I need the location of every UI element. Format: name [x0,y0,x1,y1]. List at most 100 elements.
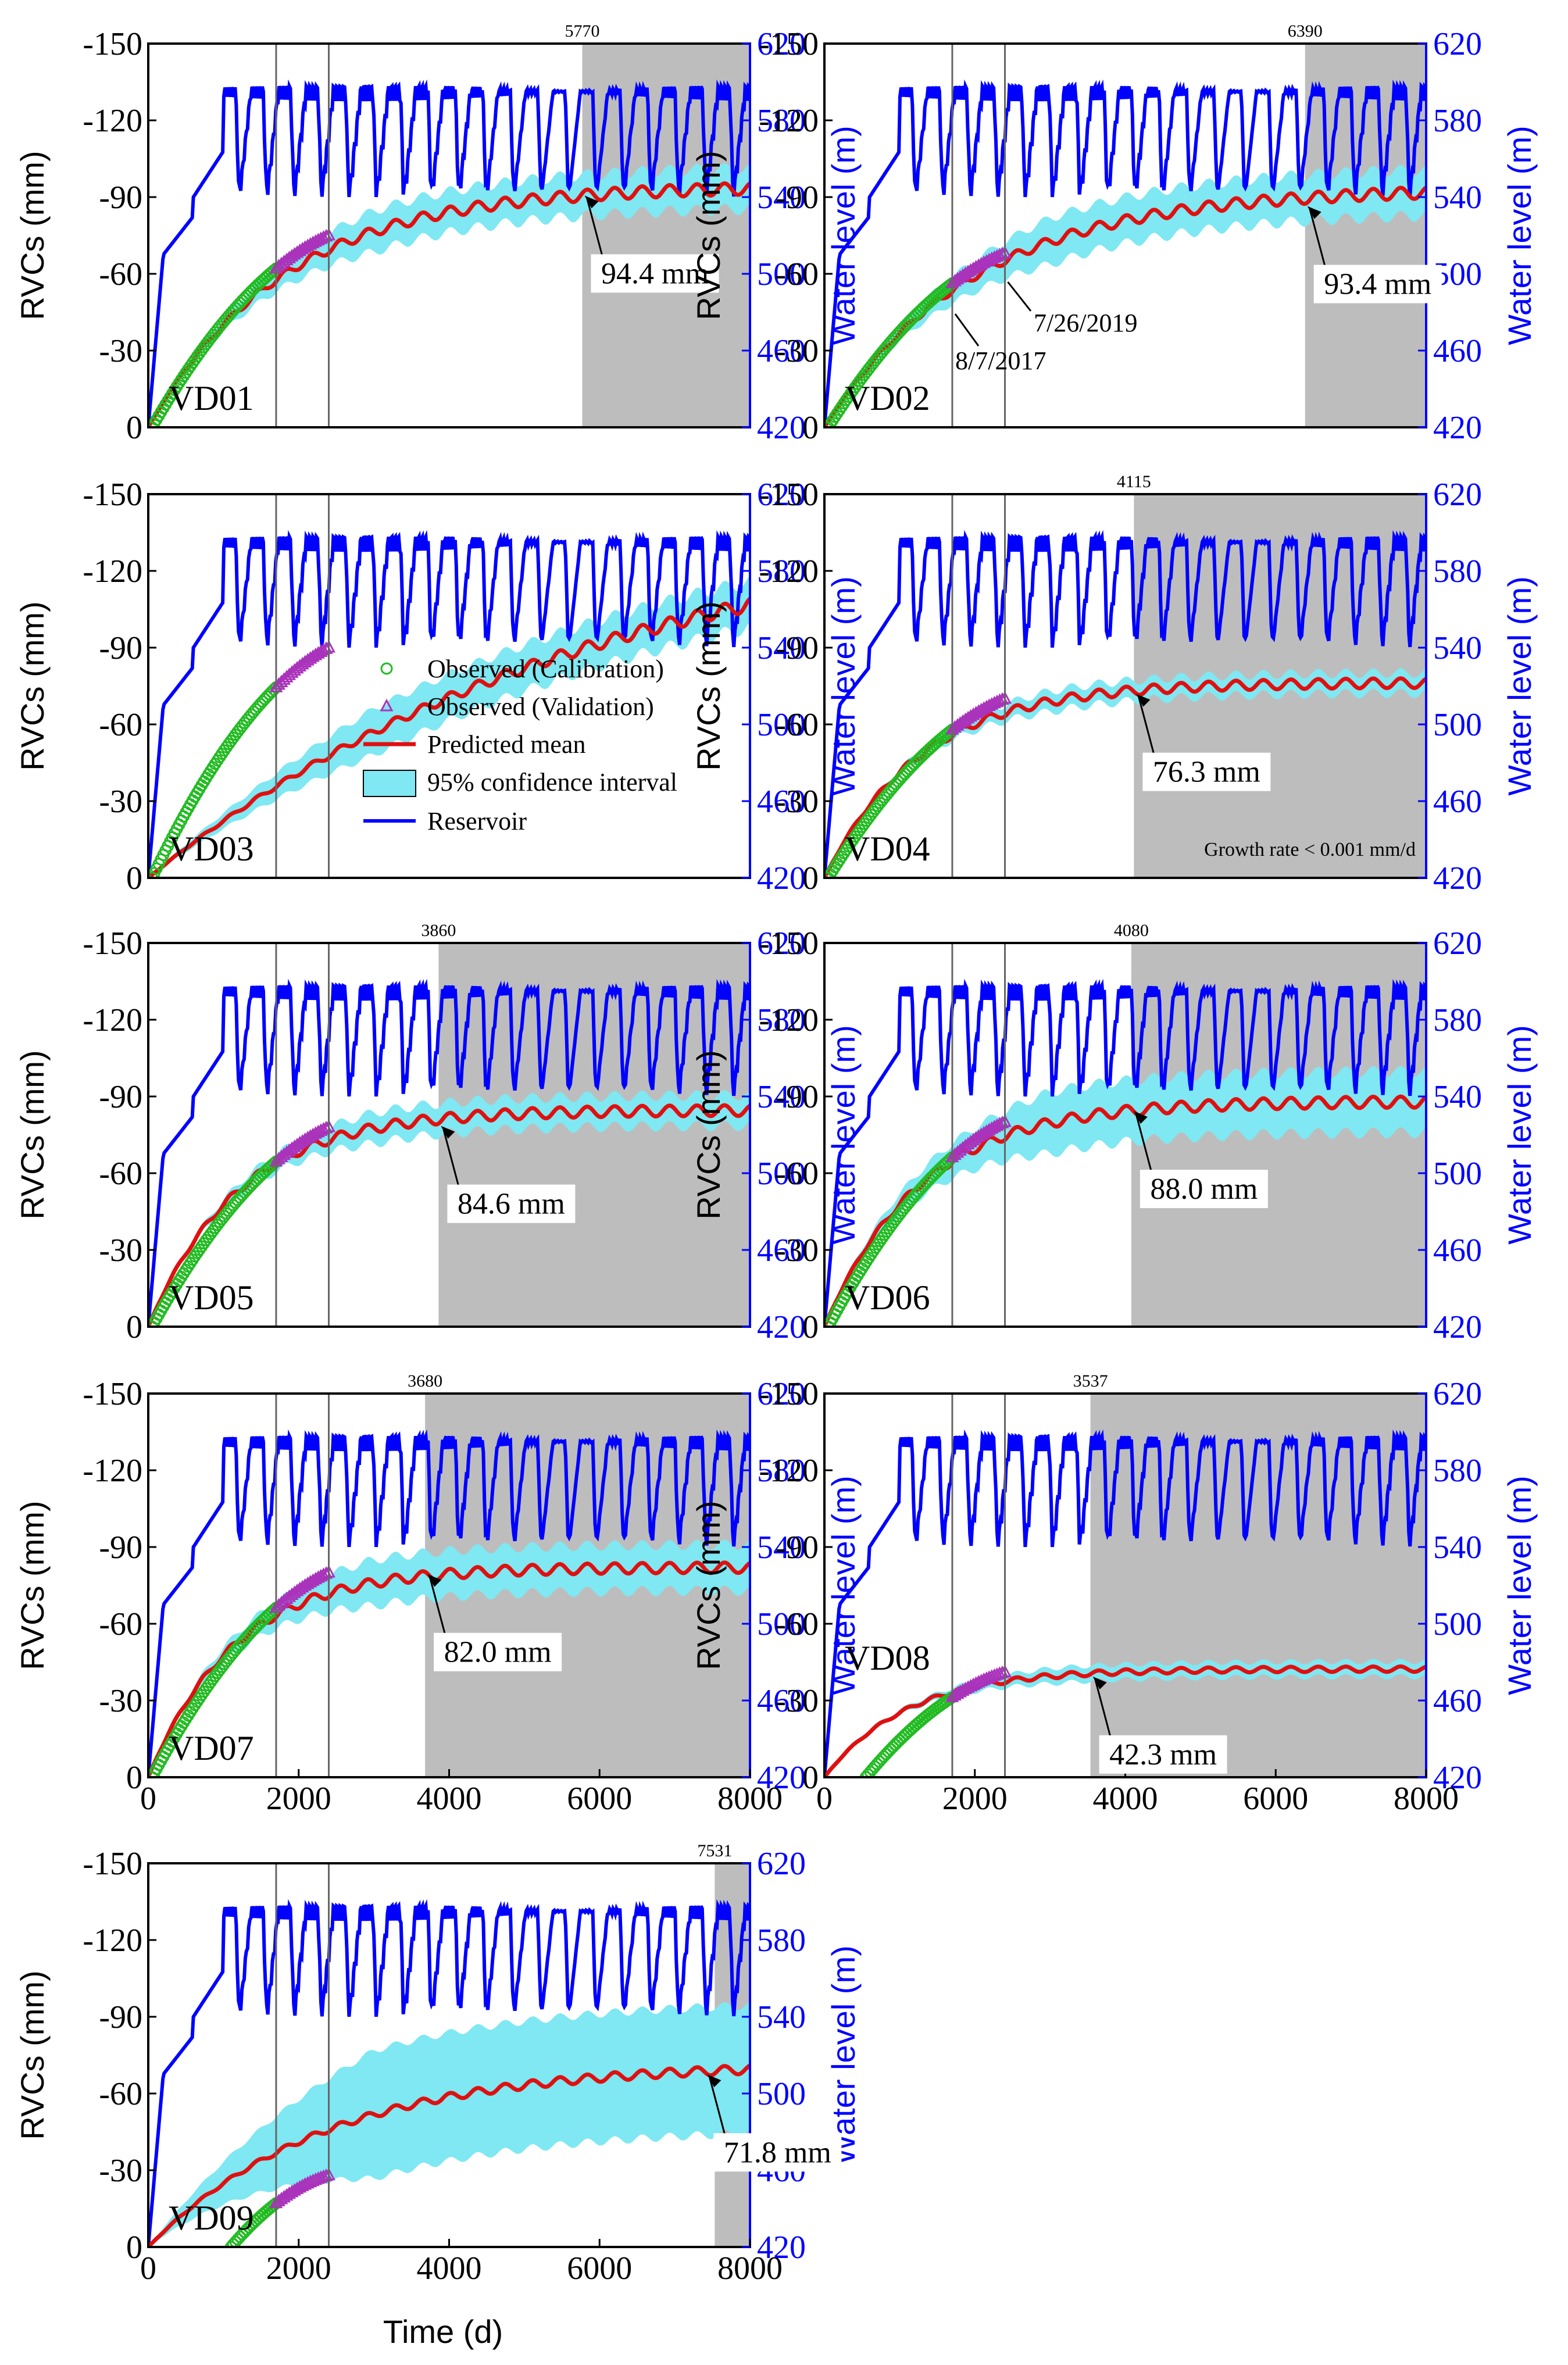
left-tick-label: -150 [83,926,142,962]
reservoir-line [148,530,750,878]
right-tick-label: 420 [757,1309,806,1345]
annotation-arrowhead [1092,1676,1107,1689]
legend-calibration-label: Observed (Calibration) [427,655,664,683]
x-tick-label: 6000 [567,2250,632,2287]
right-axis-label: Water level (m) [1501,1476,1538,1695]
right-tick-label: 540 [1433,180,1482,216]
panel-label: VD04 [845,830,930,868]
annotation-arrowhead [1133,1111,1148,1124]
right-tick-label: 500 [1433,1606,1482,1642]
x-tick-label: 2000 [266,1781,331,1817]
observed-validation-point [280,1145,294,1158]
left-tick-label: -30 [775,1683,819,1719]
right-tick-label: 620 [1433,926,1482,962]
observed-validation-point [985,1669,999,1682]
panel-label: VD09 [169,2199,254,2237]
right-tick-label: 420 [1433,410,1482,446]
left-tick-label: -120 [83,553,142,590]
x-tick-label: 0 [140,1781,156,1817]
final-value-label: 94.4 mm [601,257,709,290]
right-tick-label: 420 [1433,860,1482,896]
left-tick-label: -30 [99,784,142,820]
left-tick-label: 0 [126,410,142,446]
observed-validation-point [959,1138,973,1152]
left-tick-label: 0 [802,860,819,896]
legend-validation-marker [380,698,394,712]
left-tick-label: -90 [775,1530,819,1566]
annotation-arrowhead [707,2074,722,2088]
left-tick-label: -120 [759,1002,819,1038]
left-axis-label: RVCs (mm) [14,601,51,770]
left-axis-label: RVCs (mm) [14,1050,51,1219]
x-tick-label: 6000 [1243,1781,1308,1817]
left-tick-label: -90 [775,1079,819,1115]
final-value-label: 71.8 mm [724,2136,831,2169]
right-tick-label: 620 [1433,477,1482,513]
left-axis-label: RVCs (mm) [690,1501,727,1670]
stabilization-region [1090,1394,1426,1777]
right-tick-label: 540 [757,630,806,666]
plot-area [824,44,1426,427]
left-tick-label: -150 [83,1846,142,1882]
left-tick-label: -120 [759,103,819,139]
x-axis-label: Time (d) [383,2313,503,2350]
confidence-band [148,1539,750,1777]
left-tick-label: -150 [83,477,142,513]
observed-validation-point [992,693,1006,706]
left-tick-label: -120 [83,1002,142,1038]
annotation-arrowhead [441,1126,455,1139]
annotation-arrow [708,2076,726,2137]
panel-vd02: 0 -30 -60 -90 -120 -150 420 460 500 540 580 620 RVCs… [690,22,1538,446]
observed-validation-point [992,1117,1006,1130]
right-tick-label: 500 [757,2076,806,2112]
left-tick-label: -60 [775,1156,819,1192]
annotation-bg [1140,1170,1268,1209]
panel-label: VD05 [169,1278,254,1317]
plot-area [824,494,1426,878]
date-arrow-2017 [954,313,980,346]
panel-label: VD06 [845,1278,930,1317]
legend-reservoir-label: Reservoir [427,807,527,835]
right-tick-label: 420 [757,410,806,446]
left-axis-label: RVCs (mm) [690,1050,727,1219]
right-tick-label: 540 [1433,1530,1482,1566]
x-tick-label: 0 [816,1781,833,1817]
x-tick-label: 8000 [717,2250,783,2287]
right-tick-label: 620 [757,477,806,513]
observed-validation-point [283,1589,297,1602]
panel-vd07: 0 -30 -60 -90 -120 -150 420 460 500 540 580 620 0 200… [14,1371,862,1817]
left-tick-label: -120 [83,103,142,139]
observed-validation-point [309,2172,323,2185]
panel-vd03: 0 -30 -60 -90 -120 -150 420 460 500 540 580 620 RVCs… [14,477,862,896]
right-tick-label: 580 [1433,553,1482,590]
annotation-arrow [586,198,603,258]
right-tick-label: 580 [757,1923,806,1959]
right-tick-label: 620 [1433,1376,1482,1412]
plot-area [148,494,750,878]
right-tick-label: 420 [757,860,806,896]
right-tick-label: 540 [1433,630,1482,666]
panel-vd08: 0 -30 -60 -90 -120 -150 420 460 500 540 580 620 0 200… [690,1371,1538,1817]
annotation-bg [434,1632,562,1671]
right-axis-label: Water level (m) [825,1945,862,2165]
left-tick-label: -30 [99,333,142,369]
left-tick-label: -150 [83,26,142,62]
stabilization-day-label: 4115 [1117,472,1151,491]
left-axis-label: RVCs (mm) [14,1501,51,1670]
left-tick-label: 0 [802,410,819,446]
final-value-label: 93.4 mm [1324,268,1431,301]
observed-validation-point [306,2173,320,2187]
observed-points [148,640,335,878]
left-tick-label: -150 [759,1376,819,1412]
stabilization-day-label: 6390 [1288,22,1323,41]
left-axis-label: RVCs (mm) [14,1970,51,2139]
final-value-label: 42.3 mm [1109,1738,1217,1771]
observed-validation-point [992,248,1006,261]
right-tick-label: 420 [1433,1309,1482,1345]
left-tick-label: -60 [99,256,142,292]
left-tick-label: 0 [802,1309,819,1345]
annotation-arrowhead [427,1574,442,1587]
plot-area [824,1394,1426,1777]
left-axis-label: RVCs (mm) [14,151,51,320]
